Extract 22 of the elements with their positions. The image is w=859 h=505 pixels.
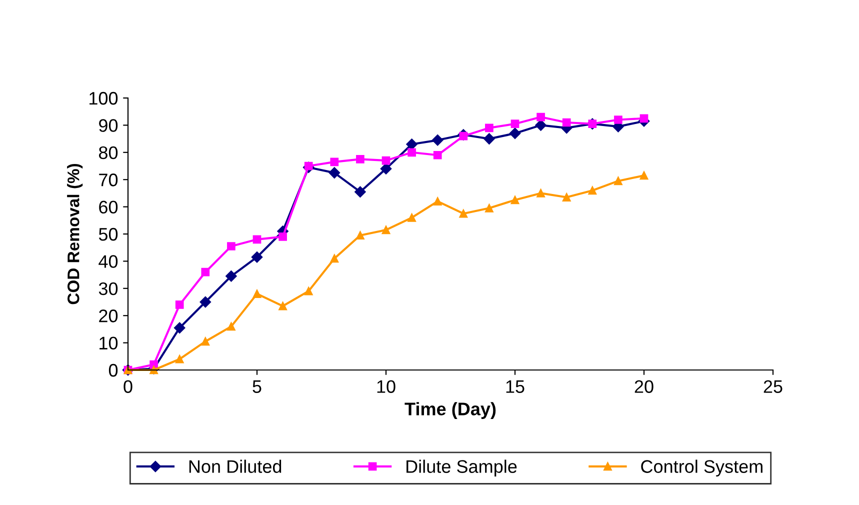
y-tick-label: 60: [99, 200, 118, 214]
y-tick-label: 80: [98, 146, 118, 160]
x-tick-label: 10: [377, 380, 396, 393]
legend-label: Control System: [641, 460, 762, 477]
legend-label: Dilute Sample: [406, 460, 517, 477]
x-tick-label: 0: [124, 380, 132, 393]
y-tick-label: 100: [90, 92, 118, 105]
x-tick-label: 5: [252, 380, 262, 393]
y-tick-label: 50: [98, 228, 118, 241]
y-axis-title: COD Removal (%): [67, 164, 83, 304]
x-tick-label: 15: [506, 380, 524, 393]
legend-label: Non Diluted: [189, 460, 282, 473]
y-tick-label: 10: [100, 336, 118, 350]
x-tick-label: 20: [634, 380, 654, 393]
x-axis-title: Time (Day): [404, 402, 496, 419]
y-tick-label: 70: [99, 174, 118, 186]
y-tick-label: 90: [99, 119, 118, 132]
y-tick-label: 20: [99, 310, 118, 322]
y-tick-label: 30: [98, 282, 118, 296]
x-tick-label: 25: [764, 380, 782, 393]
y-tick-label: 0: [108, 364, 118, 377]
y-tick-label: 40: [98, 255, 118, 268]
